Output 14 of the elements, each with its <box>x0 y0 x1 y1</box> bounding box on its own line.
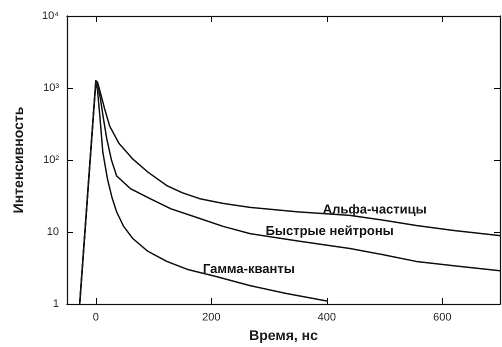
y-tick-label: 10⁴ <box>42 10 60 22</box>
x-tick-label: 600 <box>433 312 452 324</box>
y-tick-label: 10³ <box>43 82 60 94</box>
y-axis-title: Интенсивность <box>10 106 26 214</box>
x-axis-title: Время, нс <box>249 327 318 343</box>
x-tick-label: 400 <box>318 312 336 324</box>
y-tick-label: 10² <box>43 154 60 166</box>
y-tick-label: 10 <box>46 226 59 238</box>
x-tick-label: 200 <box>202 312 221 324</box>
series-label: Быстрые нейтроны <box>266 222 394 238</box>
y-tick-label: 1 <box>52 298 59 310</box>
series-label: Гамма-кванты <box>202 261 295 276</box>
x-tick-label: 0 <box>92 312 99 324</box>
series-label: Альфа-частицы <box>322 201 427 216</box>
